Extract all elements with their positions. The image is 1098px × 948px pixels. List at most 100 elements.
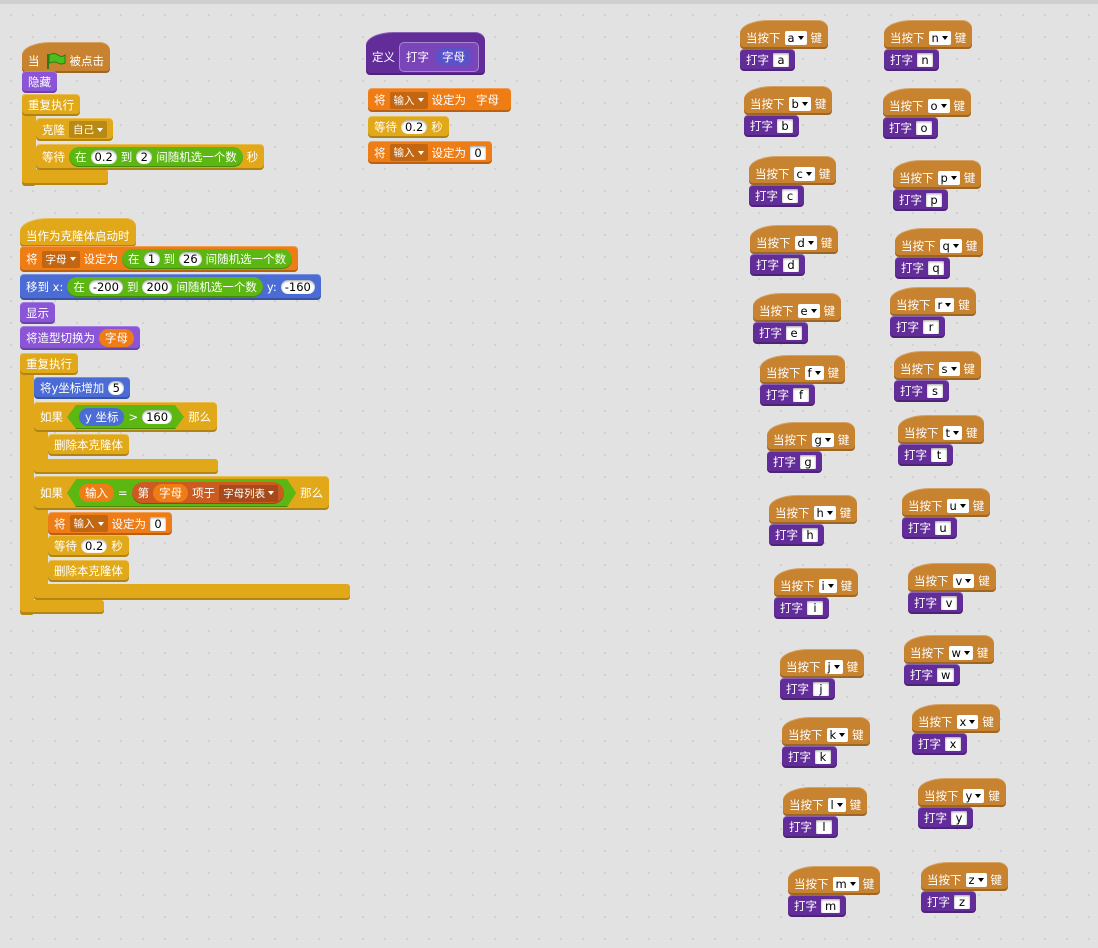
- dropdown: x: [956, 715, 979, 729]
- block-text: 键: [818, 167, 831, 181]
- block-text: 当按下: [746, 31, 781, 45]
- block-text: 重复执行: [26, 357, 72, 371]
- block-text: 打字: [901, 261, 924, 275]
- block: 打字 n: [884, 49, 939, 71]
- input-field: -200: [88, 280, 123, 294]
- block-text: 当按下: [775, 506, 810, 520]
- dropdown: a: [784, 31, 807, 45]
- block: 当按下 d 键: [750, 225, 839, 254]
- block-text: 当按下: [924, 789, 959, 803]
- block-text: =: [118, 486, 128, 500]
- dropdown: l: [827, 798, 846, 812]
- block-text: 键: [965, 239, 978, 253]
- block-text: 如果: [40, 410, 63, 424]
- dropdown: t: [942, 426, 963, 440]
- block: 打字 t: [898, 444, 953, 466]
- block: 打字 z: [921, 891, 976, 913]
- c-block-arm: [22, 94, 36, 186]
- input-field: 0: [150, 516, 166, 531]
- block: 打字 m: [788, 895, 847, 917]
- input-field: k: [815, 750, 831, 764]
- dropdown: b: [788, 97, 811, 111]
- input-field: u: [935, 521, 951, 535]
- block: 当按下 a 键: [740, 20, 829, 49]
- input-field: f: [793, 388, 809, 402]
- input-field: e: [786, 326, 802, 340]
- block: 当按下 j 键: [780, 649, 865, 678]
- input-field: z: [954, 895, 970, 909]
- block: 当按下 x 键: [912, 704, 1000, 733]
- block-text: 键: [982, 715, 994, 729]
- block-text: 在: [73, 280, 85, 294]
- input-field: v: [941, 596, 957, 610]
- block-text: 当按下: [766, 366, 801, 380]
- block-text: 设定为: [83, 252, 119, 266]
- block-text: 打字: [788, 750, 811, 764]
- dropdown: 字母: [41, 250, 80, 268]
- block: 打字 f: [760, 384, 815, 406]
- block: 重复执行: [20, 353, 78, 375]
- block-text: 显示: [26, 306, 49, 320]
- block-text: 键: [963, 362, 976, 376]
- block-text: 间随机选一个数: [205, 252, 287, 266]
- block: 当按下 c 键: [749, 156, 837, 185]
- block-text: 键: [954, 31, 967, 45]
- block-text: 键: [966, 426, 978, 440]
- block: 打字 c: [749, 185, 804, 207]
- block-text: 将造型切换为: [26, 331, 95, 345]
- input-field: h: [802, 528, 818, 542]
- block: 移到 x: 在 -200 到 200 间随机选一个数 y: -160: [20, 274, 321, 300]
- block-text: 当按下: [794, 877, 829, 891]
- block-text: 重复执行: [28, 98, 74, 112]
- block: 将造型切换为 字母: [20, 326, 140, 350]
- dropdown: m: [832, 877, 859, 891]
- block-text: 当按下: [896, 298, 931, 312]
- block: 当按下 o 键: [883, 88, 972, 117]
- reporter-block: 在 0.2 到 2 间随机选一个数: [69, 147, 243, 167]
- block-text: 当按下: [889, 99, 924, 113]
- block: 如果 输入 = 第字母 项于 字母列表 那么: [34, 476, 330, 510]
- block-text: 打字: [759, 326, 782, 340]
- input-field: n: [917, 53, 933, 67]
- block: 打字 r: [890, 316, 945, 338]
- reporter-block: 第字母 项于 字母列表: [132, 482, 285, 504]
- block: 定义 打字 字母: [366, 32, 485, 75]
- block-text: 当按下: [927, 873, 962, 887]
- block: 当按下 l 键: [783, 787, 868, 816]
- c-block-arm: [34, 584, 350, 600]
- block: 当 被点击: [22, 42, 110, 73]
- block: 当按下 t 键: [898, 415, 984, 444]
- input-field: 160: [142, 410, 172, 424]
- block-text: 当按下: [786, 660, 821, 674]
- input-field: w: [937, 668, 955, 682]
- block: 打字 p: [893, 189, 948, 211]
- block: 将输入 设定为 0: [48, 512, 172, 535]
- block-text: 键: [846, 660, 859, 674]
- block: 删除本克隆体: [48, 560, 129, 582]
- block-text: 将: [54, 516, 66, 531]
- input-field: j: [813, 682, 829, 696]
- input-field: -160: [280, 280, 315, 294]
- block-text: 当按下: [904, 426, 939, 440]
- dropdown: 字母列表: [219, 485, 278, 502]
- block-text: 键: [840, 579, 853, 593]
- block-text: 键: [958, 298, 970, 312]
- block: 打字 d: [750, 254, 805, 276]
- block-text: 秒: [246, 150, 259, 164]
- block-text: 键: [988, 789, 1000, 803]
- block-text: 当: [28, 54, 40, 68]
- reporter-block: 打字 字母: [399, 42, 479, 72]
- block-text: 当按下: [918, 715, 953, 729]
- block: 打字 w: [904, 664, 961, 686]
- block-text: 键: [963, 171, 976, 185]
- block-text: 秒: [111, 539, 123, 553]
- block-text: 打字: [910, 668, 933, 682]
- input-field: 200: [142, 280, 173, 294]
- block-text: 当按下: [773, 433, 808, 447]
- block-text: 那么: [300, 486, 324, 500]
- input-field: q: [928, 261, 944, 275]
- block-text: 在: [128, 252, 140, 266]
- block-text: 键: [827, 366, 840, 380]
- input-field: 0: [470, 145, 486, 160]
